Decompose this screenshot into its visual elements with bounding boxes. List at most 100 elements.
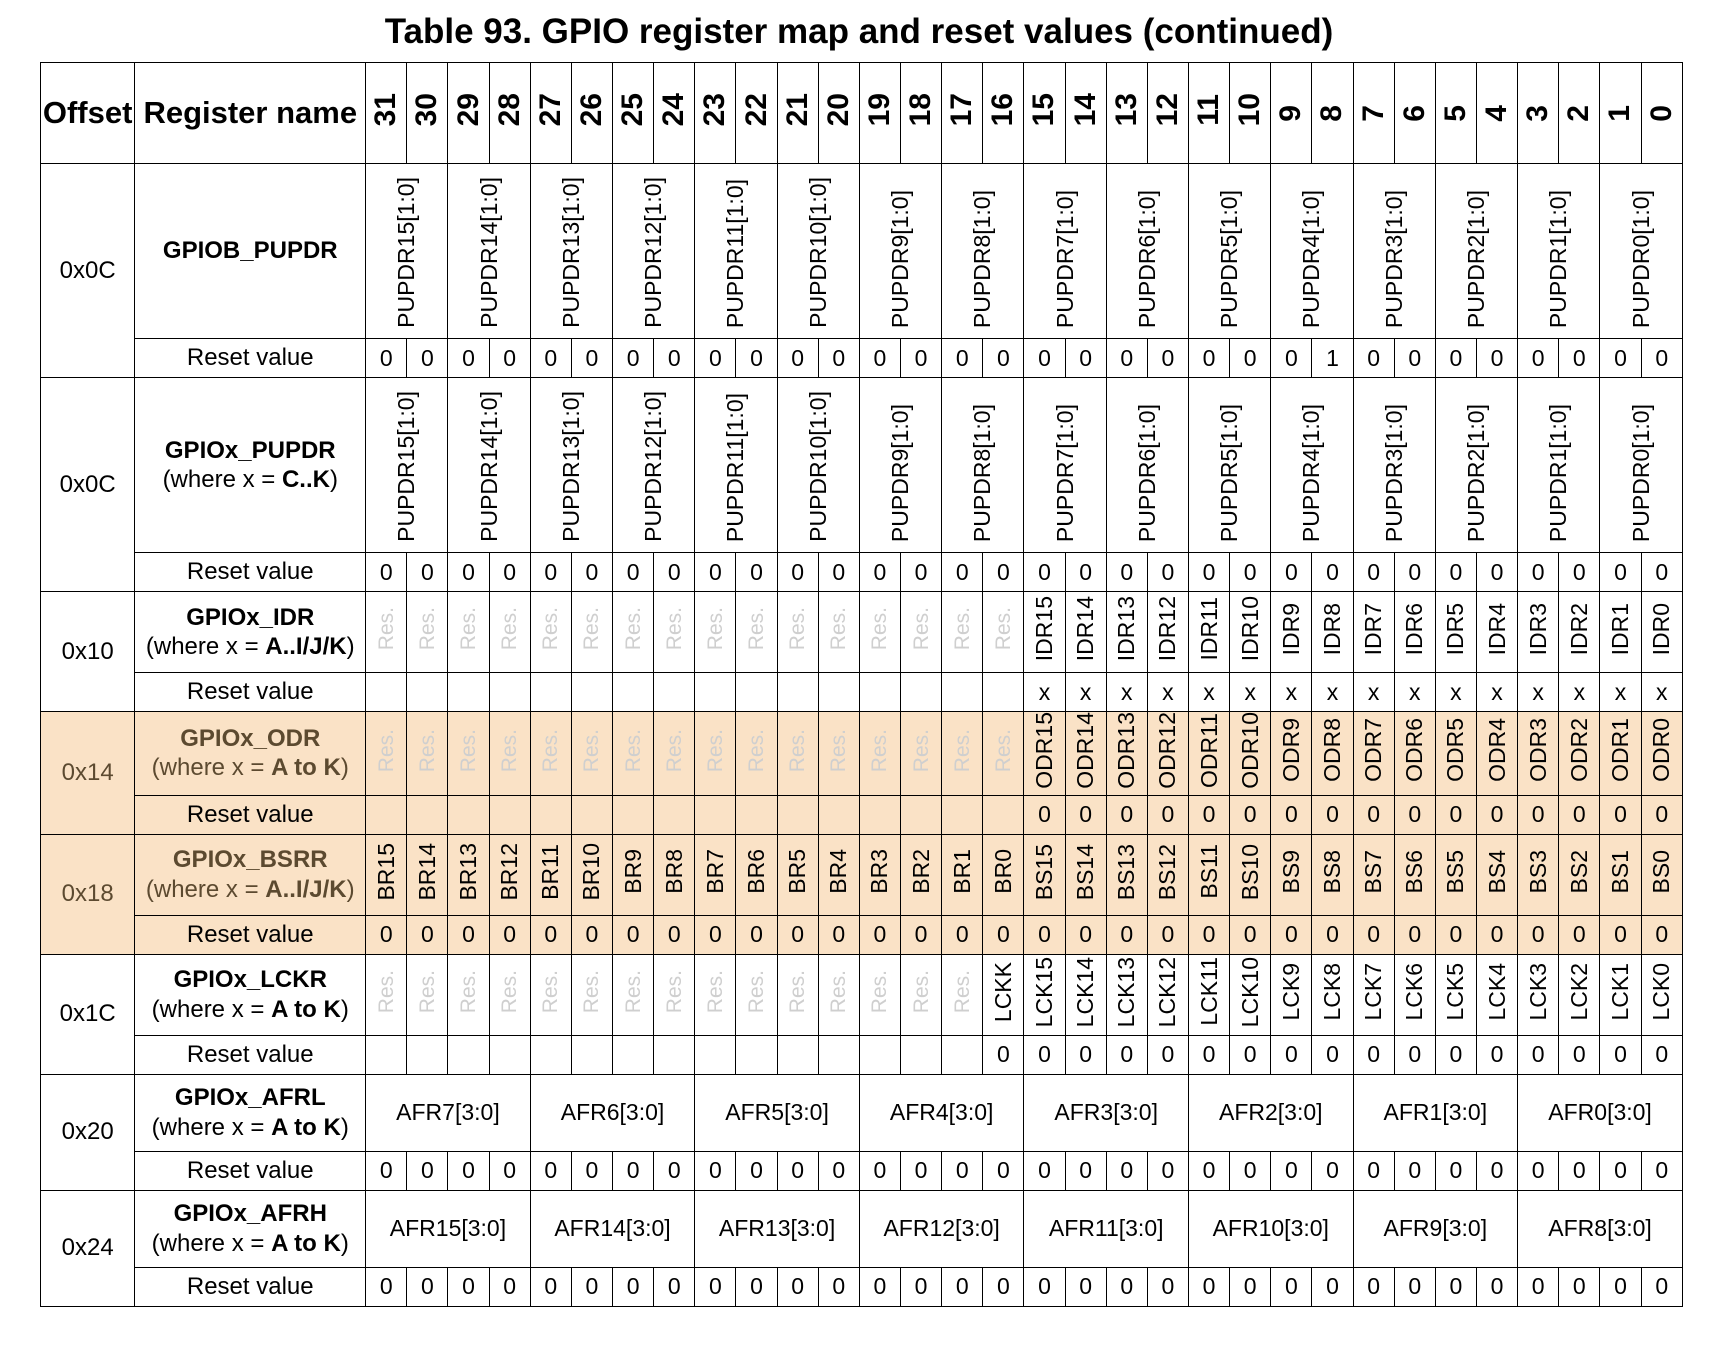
field-label: ODR0 [1648, 718, 1675, 783]
field-label: ODR4 [1483, 718, 1510, 783]
reset-bit: 0 [1311, 914, 1354, 955]
bit-number: 14 [1068, 92, 1102, 127]
reset-bit: 0 [694, 338, 737, 378]
field-label: ODR13 [1113, 712, 1140, 789]
bit-field: AFR7[3:0] [365, 1073, 531, 1152]
bit-field: AFR12[3:0] [858, 1189, 1025, 1268]
reset-bit: 0 [694, 552, 737, 592]
field-label: BS14 [1072, 843, 1099, 900]
bit-field: AFR13[3:0] [694, 1189, 860, 1268]
reset-bit: 0 [1311, 1150, 1354, 1191]
reset-bit [653, 794, 696, 835]
field-label: PUPDR11[1:0] [722, 178, 749, 328]
reset-bit: 0 [899, 914, 943, 955]
reset-bit: 0 [1558, 914, 1601, 955]
reset-bit: 0 [1517, 1266, 1560, 1307]
reset-bit: 0 [1640, 1034, 1684, 1075]
reset-value-row: Reset value 0 0 0 0 0 0 0 0 0 0 0 0 0 0 0 0 0 0 0 0 0 0 0 0 0 0 0 0 0… [41, 552, 1684, 592]
reset-bit: 0 [1393, 552, 1436, 592]
field-label: Res. [950, 970, 974, 1014]
field-label: PUPDR7[1:0] [1051, 403, 1078, 542]
field-label: IDR4 [1483, 602, 1510, 656]
reset-bit: x [1599, 672, 1642, 712]
field-label: Res. [786, 728, 810, 772]
reset-bit: 0 [1558, 794, 1601, 835]
reset-bit: 0 [1105, 1034, 1148, 1075]
bit-field: LCK15 [1023, 953, 1066, 1036]
bit-field: PUPDR3[1:0] [1352, 163, 1436, 339]
bit-field: BS12 [1146, 833, 1189, 916]
reserved-field: Res. [899, 953, 943, 1036]
register-instance-note: (where x = A to K) [136, 753, 365, 782]
bit-field: PUPDR10[1:0] [776, 163, 860, 339]
reserved-field: Res. [529, 591, 572, 673]
bit-number: 13 [1109, 92, 1143, 127]
reset-bit [899, 1034, 943, 1075]
reset-bit: 0 [1558, 1150, 1601, 1191]
reset-bit [365, 794, 408, 835]
bit-field: BR15 [365, 833, 408, 916]
reserved-field: Res. [982, 711, 1025, 796]
bit-number: 23 [698, 92, 732, 127]
reset-bit: 0 [1517, 338, 1560, 378]
bit-field: ODR6 [1393, 711, 1436, 796]
reset-bit: 0 [1599, 552, 1642, 592]
bit-number: 5 [1438, 105, 1472, 122]
reset-bit: 0 [1023, 1150, 1066, 1191]
bit-field: PUPDR14[1:0] [447, 163, 531, 339]
field-label: Res. [539, 970, 563, 1014]
reset-bit: 0 [1064, 1034, 1107, 1075]
bit-number: 15 [1027, 92, 1061, 127]
reset-bit: 0 [1229, 794, 1272, 835]
bit-header-0: 0 [1640, 62, 1684, 164]
reset-bit [406, 1034, 449, 1075]
bit-field: LCKK [982, 953, 1025, 1036]
reset-bit: 0 [1146, 794, 1189, 835]
reset-bit [694, 1034, 737, 1075]
field-label: Res. [868, 970, 892, 1014]
bit-field: PUPDR14[1:0] [447, 377, 531, 553]
bit-field: AFR9[3:0] [1352, 1189, 1519, 1268]
bit-header-26: 26 [570, 62, 614, 164]
field-label: Res. [374, 970, 398, 1014]
reset-bit: 0 [1023, 552, 1066, 592]
register-map-table: Offset Register name 31 30 29 28 27 26 25 24 23 2… [39, 62, 1684, 1307]
register-row-gpiox_idr: 0x10 GPIOx_IDR (where x = A..I/J/K) Res. Res… [39, 591, 1684, 712]
field-label: BR2 [907, 849, 934, 895]
field-label: PUPDR9[1:0] [887, 403, 913, 542]
bit-header-16: 16 [982, 62, 1025, 164]
reset-bit: 0 [1558, 338, 1601, 378]
register-name-cell: GPIOx_ODR (where x = A to K) [134, 711, 367, 796]
bit-field: BR13 [447, 833, 490, 916]
reset-value-row: Reset value 0 0 0 0 0 0 0 0 0 0 0 0 0 0 0 0 0 0 0 0 0 0 0 0 0 0 0 0 0… [41, 914, 1684, 955]
reserved-field: Res. [406, 953, 449, 1036]
reserved-field: Res. [858, 953, 902, 1036]
reset-bit: 0 [406, 338, 449, 378]
bit-header-22: 22 [735, 62, 778, 164]
field-label: LCK4 [1483, 962, 1510, 1021]
field-label: Res. [786, 607, 810, 651]
register-instance-note: (where x = A..I/J/K) [136, 632, 365, 661]
field-label: LCK13 [1113, 956, 1140, 1027]
bit-field: IDR8 [1311, 591, 1354, 673]
field-label: Res. [415, 728, 439, 772]
reset-bit [941, 1034, 984, 1075]
reset-bit: x [1023, 672, 1066, 712]
field-label: PUPDR3[1:0] [1380, 403, 1407, 542]
bit-field: PUPDR7[1:0] [1023, 377, 1107, 553]
field-label: PUPDR13[1:0] [557, 391, 584, 542]
instance-note-prefix: (where x = [145, 633, 266, 660]
instance-note-value: A..I/J/K [265, 633, 347, 660]
bit-field: PUPDR12[1:0] [612, 163, 696, 339]
field-label: IDR3 [1524, 602, 1551, 656]
reset-bit: 0 [1558, 1034, 1601, 1075]
bit-field: BS8 [1311, 833, 1354, 916]
bit-field: IDR3 [1517, 591, 1560, 673]
reset-bit: 0 [1187, 552, 1231, 592]
field-label: Res. [539, 728, 563, 772]
field-label: Res. [950, 728, 974, 772]
bit-number: 26 [574, 92, 608, 127]
bit-field: AFR2[3:0] [1187, 1073, 1354, 1152]
reserved-field: Res. [776, 591, 819, 673]
field-label: PUPDR11[1:0] [722, 392, 749, 542]
